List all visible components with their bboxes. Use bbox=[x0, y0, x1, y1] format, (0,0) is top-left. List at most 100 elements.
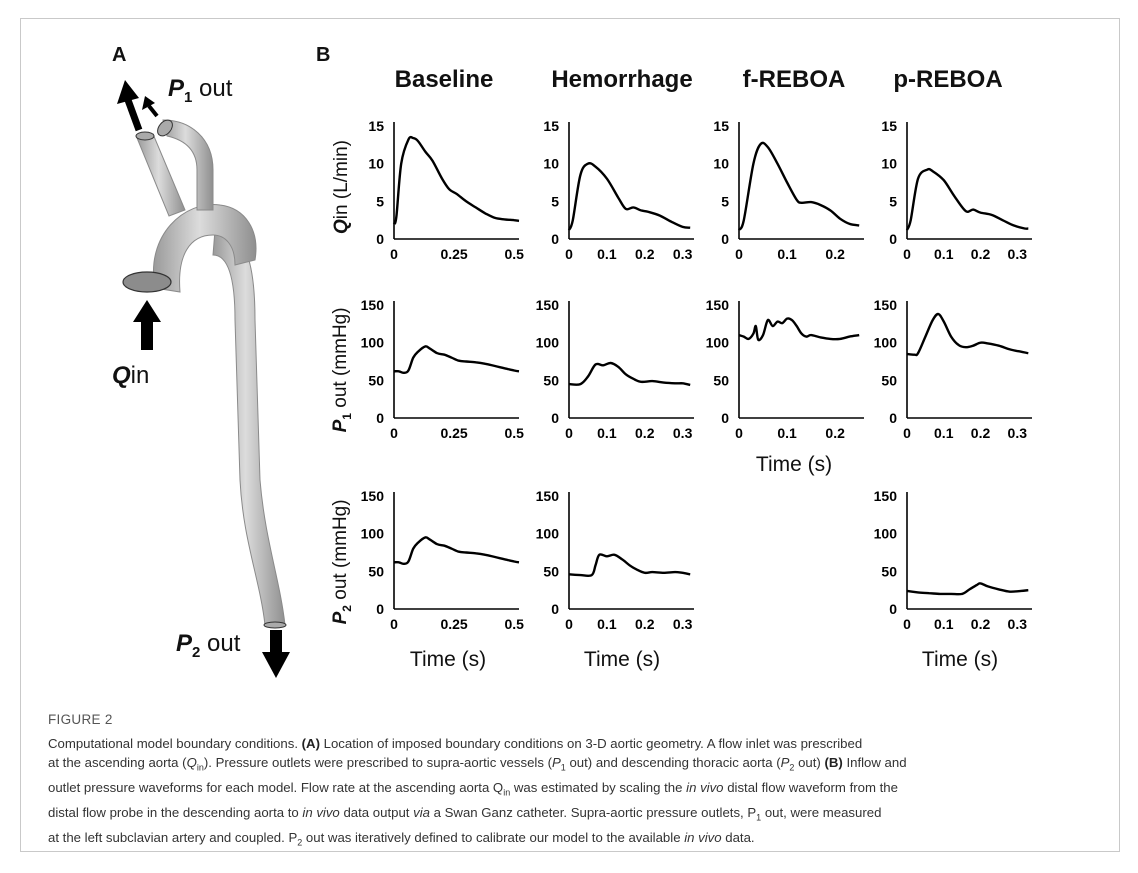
column-title-p-reboa: p-REBOA bbox=[893, 66, 1003, 93]
waveform-line-qin-p-reboa bbox=[905, 167, 1029, 231]
x-tick-label-p2-hemorrhage: 0 bbox=[565, 616, 573, 632]
x-tick-label-qin-hemorrhage: 0.3 bbox=[673, 246, 693, 262]
y-tick-label-p2-p-reboa: 150 bbox=[874, 488, 898, 504]
y-tick-label-p2-p-reboa: 50 bbox=[881, 563, 897, 579]
waveform-line-p2-baseline bbox=[393, 536, 520, 565]
qin-inlet-arrow bbox=[133, 300, 161, 350]
x-tick-label-p2-p-reboa: 0.3 bbox=[1008, 616, 1028, 632]
p2-out-label: P2 out bbox=[176, 630, 241, 661]
column-title-f-reboa: f-REBOA bbox=[742, 66, 846, 93]
figure-frame bbox=[20, 18, 1120, 852]
x-tick-label-p1-p-reboa: 0 bbox=[903, 425, 911, 441]
y-tick-label-p1-f-reboa: 50 bbox=[713, 372, 729, 388]
waveform-line-p1-p-reboa bbox=[906, 312, 1029, 357]
y-tick-label-p1-p-reboa: 0 bbox=[889, 410, 897, 426]
qin-label: Qin bbox=[112, 362, 150, 389]
aortic-arch bbox=[153, 204, 257, 293]
x-tick-label-p1-f-reboa: 0.2 bbox=[825, 425, 845, 441]
y-tick-label-p2-baseline: 100 bbox=[361, 526, 385, 542]
x-tick-label-p1-f-reboa: 0 bbox=[735, 425, 743, 441]
figure-caption: FIGURE 2 Computational model boundary co… bbox=[48, 710, 1098, 854]
y-tick-label-qin-baseline: 15 bbox=[368, 118, 384, 134]
y-tick-label-qin-hemorrhage: 5 bbox=[551, 193, 559, 209]
y-tick-label-qin-f-reboa: 15 bbox=[713, 118, 729, 134]
x-tick-label-p2-baseline: 0 bbox=[390, 616, 398, 632]
waveform-line-p1-hemorrhage bbox=[568, 361, 691, 387]
aorta-model bbox=[117, 80, 290, 678]
y-tick-label-p1-baseline: 50 bbox=[368, 372, 384, 388]
y-tick-label-p1-f-reboa: 100 bbox=[706, 335, 730, 351]
y-tick-label-qin-p-reboa: 15 bbox=[881, 118, 897, 134]
x-tick-label-p1-hemorrhage: 0.2 bbox=[635, 425, 655, 441]
y-tick-label-p2-baseline: 150 bbox=[361, 488, 385, 504]
x-tick-label-p1-p-reboa: 0.1 bbox=[934, 425, 954, 441]
supra-aortic-vessel-2 bbox=[162, 119, 214, 211]
time-label-f-reboa: Time (s) bbox=[755, 453, 833, 476]
time-label-baseline: Time (s) bbox=[409, 648, 487, 671]
y-tick-label-qin-hemorrhage: 0 bbox=[551, 231, 559, 247]
x-tick-label-qin-baseline: 0 bbox=[390, 246, 398, 262]
x-tick-label-qin-hemorrhage: 0 bbox=[565, 246, 573, 262]
x-tick-label-p1-p-reboa: 0.3 bbox=[1008, 425, 1028, 441]
x-tick-label-qin-f-reboa: 0.2 bbox=[825, 246, 845, 262]
y-tick-label-p1-f-reboa: 150 bbox=[706, 297, 730, 313]
caption-line-4: distal flow probe in the descending aort… bbox=[48, 805, 882, 823]
p2-outlet-arrow bbox=[262, 630, 290, 678]
y-tick-label-qin-f-reboa: 0 bbox=[721, 231, 729, 247]
y-tick-label-p1-p-reboa: 150 bbox=[874, 297, 898, 313]
x-tick-label-qin-hemorrhage: 0.1 bbox=[597, 246, 617, 262]
y-tick-label-qin-f-reboa: 10 bbox=[713, 156, 729, 172]
x-tick-label-p2-p-reboa: 0.2 bbox=[971, 616, 991, 632]
caption-line-3: outlet pressure waveforms for each model… bbox=[48, 780, 898, 798]
y-tick-label-qin-baseline: 0 bbox=[376, 231, 384, 247]
x-tick-label-p2-baseline: 0.5 bbox=[504, 616, 524, 632]
x-tick-label-qin-baseline: 0.5 bbox=[504, 246, 524, 262]
y-tick-label-qin-hemorrhage: 10 bbox=[543, 156, 559, 172]
waveform-line-p2-p-reboa bbox=[906, 582, 1029, 596]
caption-line-1: Computational model boundary conditions.… bbox=[48, 735, 863, 751]
column-title-hemorrhage: Hemorrhage bbox=[551, 66, 693, 93]
y-tick-label-p1-hemorrhage: 50 bbox=[543, 372, 559, 388]
y-tick-label-p1-hemorrhage: 100 bbox=[536, 335, 560, 351]
x-tick-label-qin-p-reboa: 0.3 bbox=[1008, 246, 1028, 262]
y-tick-label-p1-p-reboa: 50 bbox=[881, 372, 897, 388]
y-tick-label-p1-f-reboa: 0 bbox=[721, 410, 729, 426]
x-tick-label-p2-hemorrhage: 0.3 bbox=[673, 616, 693, 632]
x-tick-label-p2-hemorrhage: 0.1 bbox=[597, 616, 617, 632]
caption-line-2: at the ascending aorta (Qin). Pressure o… bbox=[48, 755, 907, 773]
x-tick-label-p1-baseline: 0.5 bbox=[504, 425, 524, 441]
waveform-line-qin-f-reboa bbox=[737, 141, 860, 231]
x-tick-label-p1-baseline: 0 bbox=[390, 425, 398, 441]
y-tick-label-p2-baseline: 50 bbox=[368, 563, 384, 579]
waveform-line-p2-hemorrhage bbox=[568, 553, 691, 578]
y-tick-label-p2-baseline: 0 bbox=[376, 601, 384, 617]
waveform-line-p1-f-reboa bbox=[738, 317, 860, 342]
y-tick-label-p1-hemorrhage: 150 bbox=[536, 297, 560, 313]
y-tick-label-p1-baseline: 150 bbox=[361, 297, 385, 313]
y-tick-label-qin-p-reboa: 5 bbox=[889, 193, 897, 209]
x-tick-label-p1-baseline: 0.25 bbox=[440, 425, 467, 441]
y-tick-label-qin-baseline: 5 bbox=[376, 193, 384, 209]
x-tick-label-p2-baseline: 0.25 bbox=[440, 616, 467, 632]
panel-b-label: B bbox=[316, 44, 331, 66]
x-tick-label-qin-p-reboa: 0.2 bbox=[971, 246, 991, 262]
x-tick-label-qin-p-reboa: 0.1 bbox=[934, 246, 954, 262]
waveform-line-qin-baseline bbox=[392, 135, 520, 225]
y-tick-label-qin-hemorrhage: 15 bbox=[543, 118, 559, 134]
x-tick-label-p1-hemorrhage: 0.3 bbox=[673, 425, 693, 441]
time-label-hemorrhage: Time (s) bbox=[583, 648, 661, 671]
x-tick-label-p1-p-reboa: 0.2 bbox=[971, 425, 991, 441]
x-tick-label-p2-p-reboa: 0.1 bbox=[934, 616, 954, 632]
y-tick-label-qin-f-reboa: 5 bbox=[721, 193, 729, 209]
y-tick-label-p2-hemorrhage: 100 bbox=[536, 526, 560, 542]
y-tick-label-p1-baseline: 0 bbox=[376, 410, 384, 426]
y-tick-label-p2-p-reboa: 100 bbox=[874, 526, 898, 542]
y-tick-label-qin-p-reboa: 10 bbox=[881, 156, 897, 172]
p1-outlet-arrows bbox=[117, 80, 159, 132]
x-tick-label-p1-f-reboa: 0.1 bbox=[777, 425, 797, 441]
qin-inlet bbox=[122, 271, 172, 293]
y-tick-label-p1-hemorrhage: 0 bbox=[551, 410, 559, 426]
y-tick-label-p1-p-reboa: 100 bbox=[874, 335, 898, 351]
x-tick-label-qin-f-reboa: 0 bbox=[735, 246, 743, 262]
